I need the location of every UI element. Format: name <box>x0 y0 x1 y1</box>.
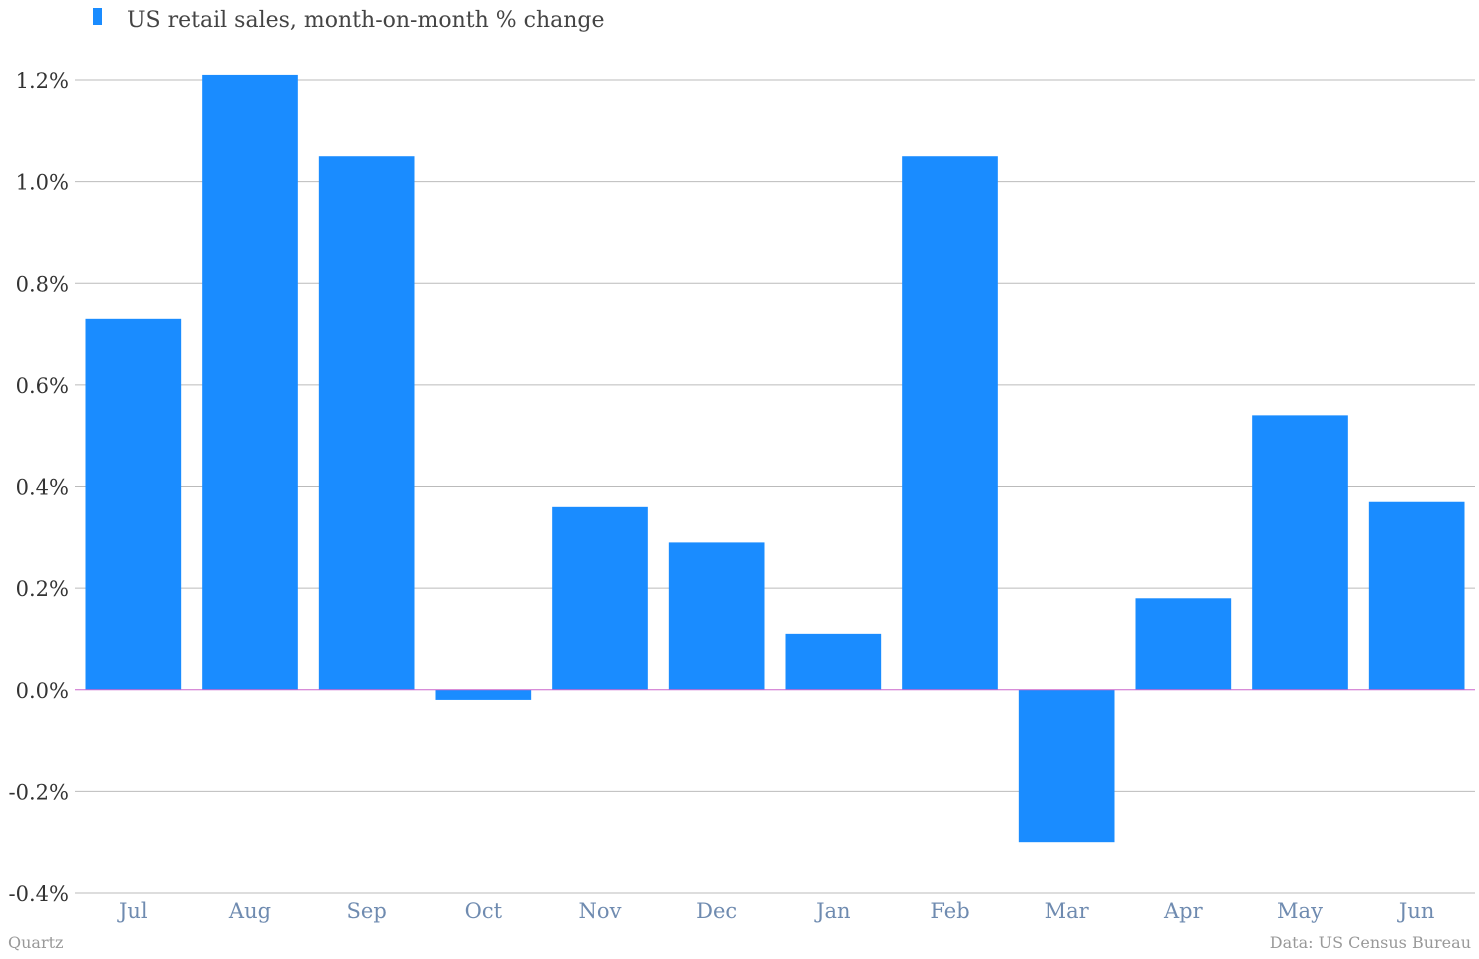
bar-dec <box>668 542 765 690</box>
bar-oct <box>435 689 532 700</box>
data-source-credit: Data: US Census Bureau <box>1270 933 1471 952</box>
bar-apr <box>1135 598 1232 690</box>
publisher-credit: Quartz <box>8 933 63 952</box>
y-tick-label: -0.2% <box>9 780 69 804</box>
x-tick-label-jul: Jul <box>117 899 148 923</box>
y-tick-label: 0.8% <box>16 272 69 296</box>
x-tick-label-may: May <box>1277 899 1323 923</box>
bar-jun <box>1368 501 1465 690</box>
x-tick-label-apr: Apr <box>1163 899 1204 923</box>
y-tick-label: -0.4% <box>9 882 69 906</box>
bars <box>85 74 1465 843</box>
x-tick-label-mar: Mar <box>1045 899 1090 923</box>
y-tick-label: 1.0% <box>16 171 69 195</box>
legend-swatch <box>93 8 102 25</box>
x-tick-label-feb: Feb <box>930 899 969 923</box>
y-axis-ticks: 1.2% 1.0% 0.8% 0.6% 0.4% 0.2% 0.0% -0.2% -0.4% <box>9 69 69 906</box>
x-tick-label-oct: Oct <box>465 899 503 923</box>
x-tick-label-aug: Aug <box>228 899 271 923</box>
x-tick-label-nov: Nov <box>579 899 622 923</box>
x-tick-label-jun: Jun <box>1397 899 1434 923</box>
bar-feb <box>902 156 998 690</box>
gridlines <box>75 79 1475 894</box>
x-tick-label-sep: Sep <box>347 899 387 923</box>
y-tick-label: 0.6% <box>16 374 69 398</box>
x-axis-ticks: Jul Aug Sep Oct Nov Dec Jan Feb Mar Apr May Jun <box>117 899 1434 923</box>
x-tick-label-dec: Dec <box>696 899 737 923</box>
bar-nov <box>552 506 648 690</box>
bar-jul <box>85 318 182 690</box>
legend: US retail sales, month-on-month % change <box>93 8 605 33</box>
y-tick-label: 1.2% <box>16 69 69 93</box>
bar-jan <box>785 633 882 690</box>
y-tick-label: 0.0% <box>16 679 69 703</box>
legend-label: US retail sales, month-on-month % change <box>127 8 605 33</box>
x-tick-label-jan: Jan <box>814 899 850 923</box>
y-tick-label: 0.4% <box>16 476 69 500</box>
bar-mar <box>1018 689 1115 843</box>
y-tick-label: 0.2% <box>16 577 69 601</box>
bar-may <box>1252 415 1348 690</box>
bar-sep <box>318 156 415 690</box>
bar-aug <box>202 74 298 690</box>
